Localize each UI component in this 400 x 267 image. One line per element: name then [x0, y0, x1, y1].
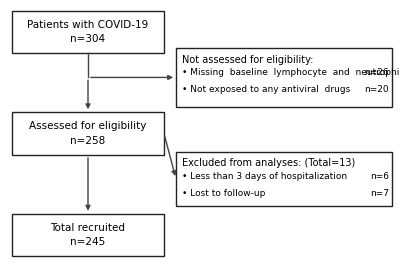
Text: n=6: n=6: [370, 172, 389, 181]
Text: n=26: n=26: [364, 68, 389, 77]
Text: • Missing  baseline  lymphocyte  and  neutrophil  measurement: • Missing baseline lymphocyte and neutro…: [182, 68, 400, 77]
Text: • Not exposed to any antiviral  drugs: • Not exposed to any antiviral drugs: [182, 85, 350, 95]
Text: n=245: n=245: [70, 237, 106, 247]
Text: Not assessed for eligibility:: Not assessed for eligibility:: [182, 55, 313, 65]
Text: Total recruited: Total recruited: [50, 223, 126, 233]
Text: Assessed for eligibility: Assessed for eligibility: [29, 121, 147, 131]
Bar: [12, 112, 164, 155]
Text: n=20: n=20: [364, 85, 389, 95]
Text: Patients with COVID-19: Patients with COVID-19: [27, 20, 149, 30]
Text: n=258: n=258: [70, 136, 106, 146]
Bar: [12, 214, 164, 256]
Text: n=7: n=7: [370, 189, 389, 198]
Text: n=304: n=304: [70, 34, 106, 44]
Text: • Lost to follow-up: • Lost to follow-up: [182, 189, 265, 198]
Bar: [12, 11, 164, 53]
Text: • Less than 3 days of hospitalization: • Less than 3 days of hospitalization: [182, 172, 347, 181]
Bar: [176, 48, 392, 107]
Text: Excluded from analyses: (Total=13): Excluded from analyses: (Total=13): [182, 158, 355, 168]
Bar: [176, 152, 392, 206]
